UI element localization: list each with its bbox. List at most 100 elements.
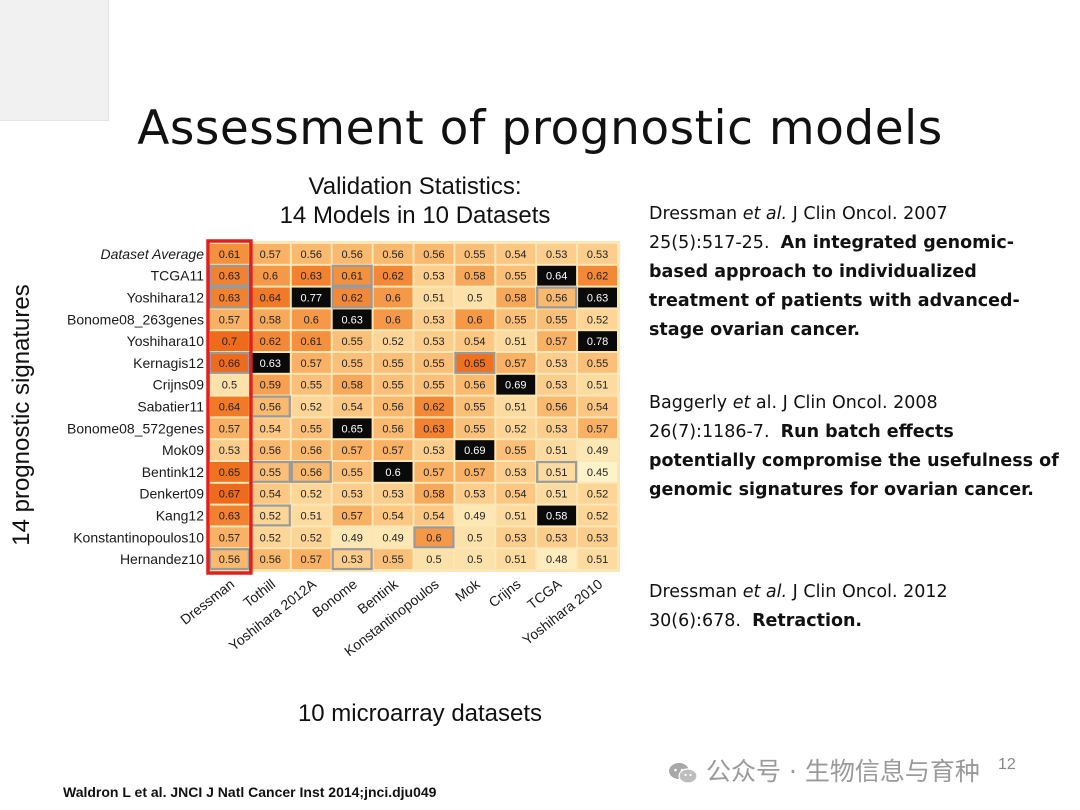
cell-value: 0.52: [301, 489, 322, 501]
column-label: Bonome: [309, 576, 360, 621]
heatmap-cell: [208, 264, 251, 287]
heatmap-cell: [496, 549, 536, 569]
cell-value: 0.57: [219, 532, 240, 544]
heatmap-cell: [414, 396, 454, 417]
cell-value: 0.56: [301, 445, 322, 457]
heatmap-cell: [414, 483, 454, 504]
cell-value: 0.58: [546, 511, 567, 523]
cell-value: 0.53: [423, 336, 444, 348]
heatmap-cell: [578, 483, 617, 504]
cell-value: 0.53: [546, 358, 567, 370]
cell-value: 0.61: [301, 336, 322, 348]
heatmap-cell: [331, 548, 373, 571]
heatmap-cell: [536, 286, 578, 309]
cell-value: 0.64: [219, 402, 240, 414]
row-label: Kang12: [156, 508, 204, 524]
cell-value: 0.55: [423, 358, 444, 370]
ref-2-authors: Baggerly: [649, 393, 733, 413]
x-axis-label: 10 microarray datasets: [297, 700, 543, 727]
heatmap-cell: [210, 527, 249, 548]
heatmap-cell: [578, 353, 617, 373]
cell-value: 0.5: [467, 554, 482, 566]
heatmap-cell: [578, 287, 617, 308]
cell-value: 0.52: [587, 489, 608, 501]
heatmap-cell: [496, 462, 536, 482]
heatmap-cell: [291, 331, 331, 351]
cell-value: 0.52: [505, 423, 526, 435]
heatmap-cell: [455, 440, 495, 460]
cell-value: 0.51: [546, 445, 567, 457]
heatmap-cell: [210, 418, 249, 439]
cell-value: 0.53: [505, 467, 526, 479]
heatmap-cell: [291, 287, 331, 308]
cell-value: 0.51: [505, 554, 526, 566]
heatmap-cell: [578, 265, 617, 286]
cell-value: 0.5: [467, 532, 482, 544]
heatmap-cell: [496, 396, 536, 417]
heatmap-cell: [414, 244, 454, 264]
heatmap-cell: [496, 244, 536, 264]
heatmap-cell: [332, 527, 372, 548]
cell-value: 0.64: [546, 271, 567, 283]
heatmap-cell: [536, 460, 578, 483]
cell-value: 0.53: [382, 489, 403, 501]
heatmap-cell: [210, 396, 249, 417]
cell-value: 0.69: [505, 380, 526, 392]
row-label: Yoshihara10: [127, 333, 205, 349]
heatmap-cell: [414, 353, 454, 373]
cell-value: 0.55: [546, 314, 567, 326]
cell-value: 0.53: [423, 445, 444, 457]
cell-value: 0.49: [587, 445, 608, 457]
cell-value: 0.55: [505, 271, 526, 283]
cell-value: 0.57: [219, 423, 240, 435]
heatmap-cell: [332, 353, 372, 373]
heatmap-cell: [454, 351, 496, 374]
heatmap-cell: [578, 309, 617, 330]
cell-value: 0.5: [467, 293, 482, 305]
heatmap-cell: [414, 309, 454, 330]
cell-value: 0.57: [505, 358, 526, 370]
cell-value: 0.6: [385, 293, 400, 305]
cell-value: 0.55: [423, 380, 444, 392]
heatmap-cell: [331, 286, 373, 309]
cell-value: 0.62: [423, 402, 444, 414]
heatmap-cell: [250, 374, 290, 395]
heatmap-cell: [578, 374, 617, 395]
heatmap-cell: [210, 331, 249, 351]
heatmap-cell: [332, 440, 372, 460]
chart-title-line-2: 14 Models in 10 Datasets: [279, 202, 551, 229]
cell-value: 0.51: [301, 511, 322, 523]
heatmap-cell: [210, 440, 249, 460]
heatmap-cell: [414, 331, 454, 351]
heatmap-cell: [578, 527, 617, 548]
heatmap-cell: [578, 244, 617, 264]
cell-value: 0.55: [301, 380, 322, 392]
heatmap-cell: [373, 309, 413, 330]
slide-title: Assessment of prognostic models: [137, 101, 943, 157]
highlight-box: [206, 239, 253, 575]
heatmap-cell: [537, 440, 577, 460]
heatmap-cell: [414, 374, 454, 395]
column-label: Dressman: [177, 576, 237, 628]
cell-value: 0.54: [260, 489, 281, 501]
ref-3-etal: et al.: [742, 582, 788, 602]
heatmap-cell: [455, 418, 495, 439]
cell-value: 0.49: [341, 532, 362, 544]
cell-value: 0.63: [219, 271, 240, 283]
heatmap-cell: [455, 244, 495, 264]
cell-value: 0.6: [304, 314, 319, 326]
cell-value: 0.57: [301, 554, 322, 566]
cell-value: 0.54: [464, 336, 485, 348]
heatmap-cell: [291, 527, 331, 548]
cell-value: 0.56: [382, 423, 403, 435]
cell-value: 0.58: [464, 271, 485, 283]
cell-value: 0.51: [505, 402, 526, 414]
cell-value: 0.54: [341, 402, 362, 414]
ref-3-volume: 30(6):678.: [649, 611, 741, 631]
cell-value: 0.77: [301, 293, 322, 305]
heatmap-cell: [455, 309, 495, 330]
heatmap-cell: [291, 440, 331, 460]
heatmap-cell: [210, 374, 249, 395]
cell-value: 0.55: [341, 336, 362, 348]
heatmap-cell: [455, 462, 495, 482]
